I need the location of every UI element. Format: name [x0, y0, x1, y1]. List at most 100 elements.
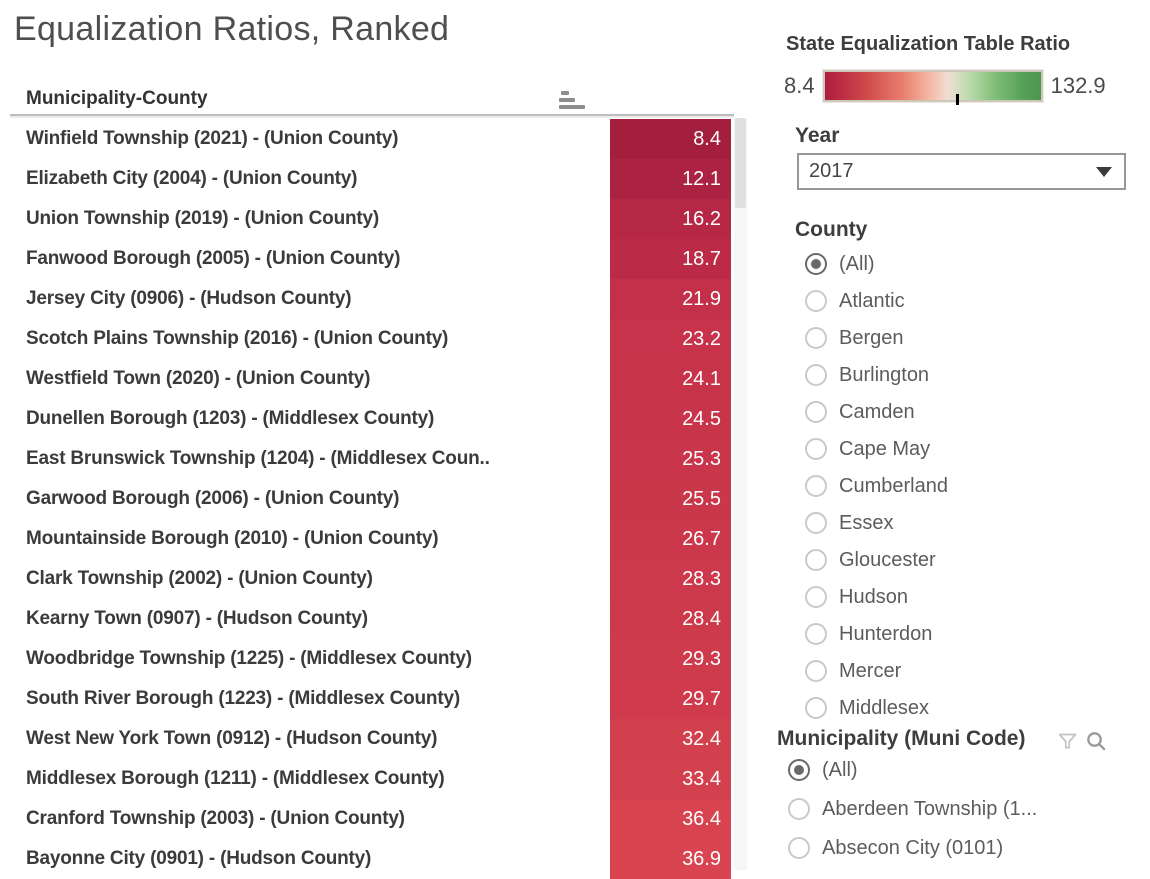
- county-option-label: Hunterdon: [839, 622, 933, 645]
- ratio-value-cell[interactable]: 29.3: [610, 639, 731, 679]
- table-row[interactable]: Mountainside Borough (2010) - (Union Cou…: [10, 519, 731, 559]
- table-row[interactable]: Clark Township (2002) - (Union County) 28…: [10, 559, 731, 599]
- municipality-county-label: Bayonne City (0901) - (Hudson County): [26, 848, 372, 869]
- radio-icon[interactable]: [805, 327, 827, 349]
- municipality-county-label: East Brunswick Township (1204) - (Middle…: [26, 448, 490, 469]
- legend-min-value: 8.4: [784, 73, 815, 98]
- ratio-value-cell[interactable]: 29.7: [610, 679, 731, 719]
- radio-icon[interactable]: [805, 438, 827, 460]
- county-option-label: Cape May: [839, 437, 931, 460]
- table-row[interactable]: Westfield Town (2020) - (Union County) 24…: [10, 359, 731, 399]
- county-option-label: Atlantic: [839, 289, 905, 312]
- ratio-value-cell[interactable]: 24.1: [610, 359, 731, 399]
- radio-icon[interactable]: [805, 401, 827, 423]
- table-row[interactable]: Elizabeth City (2004) - (Union County) 12…: [10, 159, 731, 199]
- municipality-county-label: Garwood Borough (2006) - (Union County): [26, 488, 400, 509]
- county-option[interactable]: Camden: [805, 400, 948, 424]
- table-row[interactable]: Garwood Borough (2006) - (Union County) 2…: [10, 479, 731, 519]
- radio-icon[interactable]: [805, 660, 827, 682]
- table-row[interactable]: Woodbridge Township (1225) - (Middlesex …: [10, 639, 731, 679]
- radio-icon[interactable]: [805, 549, 827, 571]
- ratio-value-cell[interactable]: 25.5: [610, 479, 731, 519]
- table-scrollbar[interactable]: [734, 118, 747, 870]
- table-row[interactable]: South River Borough (1223) - (Middlesex …: [10, 679, 731, 719]
- county-option[interactable]: Essex: [805, 511, 948, 535]
- ratio-value-cell[interactable]: 16.2: [610, 199, 731, 239]
- ratio-value-cell[interactable]: 24.5: [610, 399, 731, 439]
- radio-icon[interactable]: [805, 475, 827, 497]
- county-option[interactable]: (All): [805, 252, 948, 276]
- county-option[interactable]: Middlesex: [805, 696, 948, 720]
- ratio-value-cell[interactable]: 18.7: [610, 239, 731, 279]
- legend-gradient-bar[interactable]: [822, 70, 1043, 105]
- table-row[interactable]: East Brunswick Township (1204) - (Middle…: [10, 439, 731, 479]
- ratio-value-cell[interactable]: 36.9: [610, 839, 731, 879]
- ratio-value-cell[interactable]: 25.3: [610, 439, 731, 479]
- municipality-county-label: Middlesex Borough (1211) - (Middlesex Co…: [26, 768, 445, 789]
- county-option[interactable]: Mercer: [805, 659, 948, 683]
- radio-icon[interactable]: [805, 364, 827, 386]
- radio-icon[interactable]: [805, 623, 827, 645]
- scrollbar-thumb[interactable]: [735, 118, 746, 208]
- county-option[interactable]: Atlantic: [805, 289, 948, 313]
- column-header-municipality-county[interactable]: Municipality-County: [26, 88, 208, 109]
- municipality-radio-list: (All) Aberdeen Township (1... Absecon City…: [788, 758, 1037, 875]
- municipality-county-label: Mountainside Borough (2010) - (Union Cou…: [26, 528, 439, 549]
- table-row[interactable]: Jersey City (0906) - (Hudson County) 21.9: [10, 279, 731, 319]
- year-dropdown[interactable]: 2017: [797, 153, 1126, 190]
- county-option-label: Burlington: [839, 363, 930, 386]
- table-row[interactable]: Middlesex Borough (1211) - (Middlesex Co…: [10, 759, 731, 799]
- municipality-option[interactable]: Absecon City (0101): [788, 836, 1037, 860]
- table-row[interactable]: Scotch Plains Township (2016) - (Union C…: [10, 319, 731, 359]
- radio-icon[interactable]: [805, 697, 827, 719]
- county-option[interactable]: Gloucester: [805, 548, 948, 572]
- county-option-label: Hudson: [839, 585, 908, 608]
- county-option[interactable]: Burlington: [805, 363, 948, 387]
- radio-icon[interactable]: [805, 512, 827, 534]
- ratio-value-cell[interactable]: 36.4: [610, 799, 731, 839]
- table-row[interactable]: Fanwood Borough (2005) - (Union County) 1…: [10, 239, 731, 279]
- radio-selected-icon[interactable]: [788, 759, 810, 781]
- radio-icon[interactable]: [805, 586, 827, 608]
- ratio-value-cell[interactable]: 28.4: [610, 599, 731, 639]
- ratio-value-cell[interactable]: 23.2: [610, 319, 731, 359]
- municipality-option[interactable]: Aberdeen Township (1...: [788, 797, 1037, 821]
- table-row[interactable]: Bayonne City (0901) - (Hudson County) 36.…: [10, 839, 731, 879]
- table-row[interactable]: West New York Town (0912) - (Hudson Coun…: [10, 719, 731, 759]
- ratio-value-cell[interactable]: 33.4: [610, 759, 731, 799]
- filter-funnel-icon[interactable]: [1057, 731, 1078, 757]
- ratio-value-cell[interactable]: 8.4: [610, 119, 731, 159]
- table-row[interactable]: Kearny Town (0907) - (Hudson County) 28.4: [10, 599, 731, 639]
- county-option[interactable]: Hudson: [805, 585, 948, 609]
- table-row[interactable]: Union Township (2019) - (Union County) 16…: [10, 199, 731, 239]
- radio-selected-icon[interactable]: [805, 253, 827, 275]
- ratio-value-cell[interactable]: 26.7: [610, 519, 731, 559]
- legend-title: State Equalization Table Ratio: [786, 33, 1071, 55]
- county-option[interactable]: Cape May: [805, 437, 948, 461]
- county-option[interactable]: Hunterdon: [805, 622, 948, 646]
- table-row[interactable]: Cranford Township (2003) - (Union County…: [10, 799, 731, 839]
- ranked-table: Winfield Township (2021) - (Union County…: [10, 119, 731, 879]
- ratio-value-cell[interactable]: 21.9: [610, 279, 731, 319]
- radio-icon[interactable]: [788, 798, 810, 820]
- table-row[interactable]: Winfield Township (2021) - (Union County…: [10, 119, 731, 159]
- ratio-value-cell[interactable]: 32.4: [610, 719, 731, 759]
- radio-icon[interactable]: [788, 837, 810, 859]
- county-option[interactable]: Bergen: [805, 326, 948, 350]
- ratio-value-cell[interactable]: 28.3: [610, 559, 731, 599]
- table-row[interactable]: Dunellen Borough (1203) - (Middlesex Cou…: [10, 399, 731, 439]
- radio-icon[interactable]: [805, 290, 827, 312]
- county-option[interactable]: Cumberland: [805, 474, 948, 498]
- municipality-county-label: Winfield Township (2021) - (Union County…: [26, 128, 399, 149]
- legend-tick-mark: [956, 94, 960, 105]
- municipality-county-label: Jersey City (0906) - (Hudson County): [26, 288, 352, 309]
- search-icon[interactable]: [1084, 729, 1107, 757]
- municipality-option[interactable]: (All): [788, 758, 1037, 782]
- municipality-county-label: South River Borough (1223) - (Middlesex …: [26, 688, 460, 709]
- county-option-label: Bergen: [839, 326, 904, 349]
- municipality-county-label: Dunellen Borough (1203) - (Middlesex Cou…: [26, 408, 435, 429]
- sort-icon[interactable]: [559, 91, 589, 111]
- year-filter-label: Year: [795, 124, 840, 147]
- ratio-value-cell[interactable]: 12.1: [610, 159, 731, 199]
- county-option-label: Essex: [839, 511, 894, 534]
